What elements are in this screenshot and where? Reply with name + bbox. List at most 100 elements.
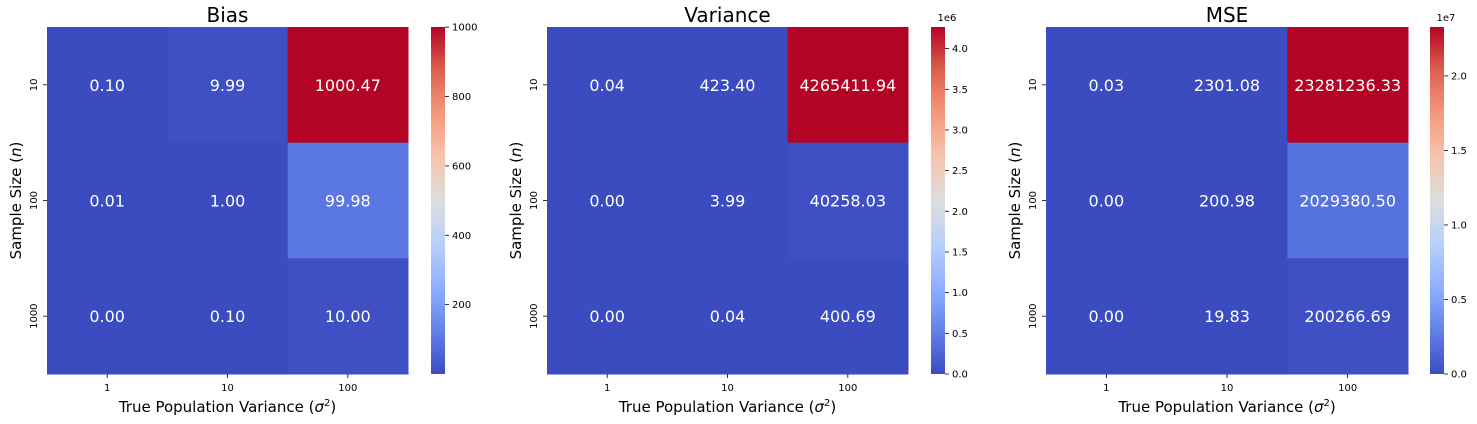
colorbar-bias: 200 400 600 800 1000 xyxy=(431,23,477,374)
x-tick-label: 100 xyxy=(1338,383,1357,394)
cell-value-label: 0.04 xyxy=(589,76,625,95)
colorbar-tick-label: 1.0 xyxy=(1451,220,1467,231)
x-tick-label: 100 xyxy=(338,383,357,394)
cell-value-label: 10.00 xyxy=(325,307,371,326)
x-axis-label: True Population Variance (σ2) xyxy=(1117,398,1335,416)
cell-value-label: 0.04 xyxy=(710,307,746,326)
heatmap-cell xyxy=(547,142,668,259)
y-tick-label: 1000 xyxy=(529,303,540,328)
cell-value-label: 0.10 xyxy=(210,307,246,326)
heatmap-cell xyxy=(1046,258,1168,375)
heatmap-cell xyxy=(1287,27,1409,144)
heatmap-mse: 0.03 2301.08 23281236.33 0.00 200.98 2029380.… xyxy=(1006,3,1409,416)
colorbar-variance: 0.0 0.5 1.0 1.5 2.0 2.5 3.0 3.5 4.0 1e6 xyxy=(931,13,968,381)
heatmap-cell xyxy=(1046,142,1168,259)
heatmap-cell xyxy=(287,142,409,259)
y-tick-label: 10 xyxy=(1028,78,1039,91)
colorbar-tick-label: 1.5 xyxy=(952,247,968,258)
colorbar-gradient xyxy=(1430,27,1444,374)
cell-value-label: 1.00 xyxy=(210,192,246,211)
cell-value-label: 3.99 xyxy=(710,192,746,211)
y-tick-label: 100 xyxy=(1028,191,1039,210)
colorbar-mse: 0.0 0.5 1.0 1.5 2.0 1e7 xyxy=(1430,13,1467,381)
cell-value-label: 4265411.94 xyxy=(799,76,896,95)
heatmap-cell xyxy=(1166,27,1288,144)
heatmap-cell xyxy=(787,27,909,144)
y-axis-label: Sample Size (n) xyxy=(507,142,525,260)
cell-value-label: 400.69 xyxy=(820,307,876,326)
heatmap-cell xyxy=(547,27,668,144)
heatmap-cell xyxy=(1046,27,1168,144)
y-tick-label: 1000 xyxy=(29,303,40,328)
cell-value-label: 200266.69 xyxy=(1304,307,1391,326)
x-axis-label: True Population Variance (σ2) xyxy=(118,398,336,416)
colorbar-offset-label: 1e7 xyxy=(1437,13,1456,24)
heatmap-cell xyxy=(47,258,168,375)
colorbar-tick-label: 3.0 xyxy=(952,125,968,136)
colorbar-tick-label: 4.0 xyxy=(952,44,968,55)
colorbar-tick-label: 600 xyxy=(452,161,471,172)
heatmap-cell xyxy=(1166,258,1288,375)
y-axis-label: Sample Size (n) xyxy=(1006,142,1024,260)
heatmap-cell xyxy=(47,27,168,144)
cell-value-label: 0.10 xyxy=(89,76,125,95)
cell-value-label: 0.03 xyxy=(1089,76,1125,95)
cell-value-label: 423.40 xyxy=(700,76,756,95)
heatmap-cell xyxy=(287,258,409,375)
cell-value-label: 0.00 xyxy=(589,192,625,211)
colorbar-tick-label: 0.0 xyxy=(952,370,968,381)
colorbar-gradient xyxy=(931,27,945,374)
y-tick-label: 100 xyxy=(29,191,40,210)
colorbar-gradient xyxy=(431,27,445,374)
heatmap-cell xyxy=(167,258,289,375)
cell-value-label: 0.01 xyxy=(89,192,125,211)
cell-value-label: 0.00 xyxy=(1089,307,1125,326)
x-axis-label: True Population Variance (σ2) xyxy=(618,398,836,416)
cell-value-label: 0.00 xyxy=(1089,192,1125,211)
heatmap-cell xyxy=(1287,258,1409,375)
heatmap-cell xyxy=(47,142,168,259)
heatmap-cell xyxy=(167,27,289,144)
cell-value-label: 2029380.50 xyxy=(1299,192,1396,211)
heatmap-cell xyxy=(667,27,789,144)
cell-value-label: 40258.03 xyxy=(810,192,886,211)
colorbar-tick-label: 2.0 xyxy=(952,207,968,218)
cell-value-label: 99.98 xyxy=(325,192,371,211)
cell-value-label: 9.99 xyxy=(210,76,246,95)
y-axis-label: Sample Size (n) xyxy=(7,142,25,260)
x-tick-label: 100 xyxy=(838,383,857,394)
y-tick-label: 10 xyxy=(29,78,40,91)
colorbar-tick-label: 400 xyxy=(452,231,471,242)
colorbar-tick-label: 1.5 xyxy=(1451,146,1467,157)
cell-value-label: 1000.47 xyxy=(315,76,381,95)
colorbar-tick-label: 0.5 xyxy=(952,329,968,340)
heatmap-cell xyxy=(787,142,909,259)
colorbar-tick-label: 2.5 xyxy=(952,166,968,177)
x-tick-label: 10 xyxy=(221,383,234,394)
heatmap-cell xyxy=(167,142,289,259)
x-tick-label: 1 xyxy=(1103,383,1109,394)
x-tick-label: 1 xyxy=(104,383,110,394)
x-tick-label: 10 xyxy=(721,383,734,394)
colorbar-tick-label: 2.0 xyxy=(1451,71,1467,82)
colorbar-tick-label: 1000 xyxy=(452,23,477,34)
cell-value-label: 19.83 xyxy=(1204,307,1250,326)
cell-value-label: 23281236.33 xyxy=(1294,76,1401,95)
colorbar-tick-label: 200 xyxy=(452,300,471,311)
x-tick-label: 10 xyxy=(1221,383,1234,394)
cell-value-label: 200.98 xyxy=(1199,192,1255,211)
heatmap-cell xyxy=(667,258,789,375)
heatmap-cell xyxy=(547,258,668,375)
heatmap-bias: 0.10 9.99 1000.47 0.01 1.00 99.98 0.00 0.10 10.0… xyxy=(7,3,409,416)
x-tick-label: 1 xyxy=(604,383,610,394)
y-tick-label: 10 xyxy=(529,78,540,91)
colorbar-tick-label: 1.0 xyxy=(952,288,968,299)
heatmap-cell xyxy=(787,258,909,375)
chart-title: Bias xyxy=(207,3,249,27)
heatmap-variance: 0.04 423.40 4265411.94 0.00 3.99 40258.03 0.00… xyxy=(507,3,909,416)
heatmap-cell xyxy=(1166,142,1288,259)
cell-value-label: 2301.08 xyxy=(1194,76,1260,95)
colorbar-tick-label: 0.0 xyxy=(1451,370,1467,381)
cell-value-label: 0.00 xyxy=(89,307,125,326)
